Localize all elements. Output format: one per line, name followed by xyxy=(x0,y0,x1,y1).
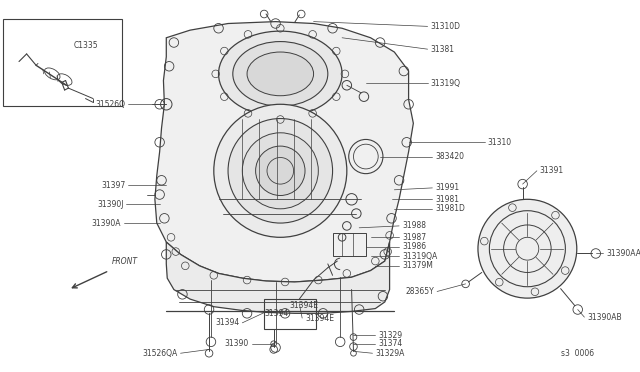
Ellipse shape xyxy=(214,104,347,237)
Bar xyxy=(3,19,122,106)
Text: 31390AA: 31390AA xyxy=(606,249,640,258)
Text: 31981D: 31981D xyxy=(435,204,465,213)
Ellipse shape xyxy=(243,133,318,209)
Text: 31390AB: 31390AB xyxy=(588,312,622,322)
Text: 31390J: 31390J xyxy=(97,199,124,209)
Text: 383420: 383420 xyxy=(435,152,464,161)
Ellipse shape xyxy=(233,42,328,106)
Bar xyxy=(264,299,316,330)
Text: 31390: 31390 xyxy=(225,339,249,348)
Text: 31991: 31991 xyxy=(435,183,460,192)
Text: FRONT: FRONT xyxy=(112,257,138,266)
Ellipse shape xyxy=(255,146,305,196)
Ellipse shape xyxy=(228,119,333,223)
Text: 31391: 31391 xyxy=(540,166,564,175)
Text: 31986: 31986 xyxy=(402,242,426,251)
Text: 31390A: 31390A xyxy=(91,219,121,228)
Text: 31981: 31981 xyxy=(435,195,460,204)
Text: 31310: 31310 xyxy=(488,138,511,147)
Bar xyxy=(333,232,366,256)
Text: 31374: 31374 xyxy=(378,339,403,348)
Text: 31319QA: 31319QA xyxy=(402,252,437,261)
Text: 31329: 31329 xyxy=(378,331,403,340)
Text: 31394E: 31394E xyxy=(305,314,334,323)
Text: 31319Q: 31319Q xyxy=(431,79,460,88)
Text: 31526QA: 31526QA xyxy=(143,349,178,358)
Text: 31381: 31381 xyxy=(431,45,454,54)
Text: 31526Q: 31526Q xyxy=(95,100,125,109)
Text: 28365Y: 28365Y xyxy=(406,287,435,296)
Text: 31310D: 31310D xyxy=(431,22,460,31)
Text: 31394: 31394 xyxy=(264,309,289,318)
Text: 31988: 31988 xyxy=(402,221,426,230)
Text: 31329A: 31329A xyxy=(375,349,404,358)
Ellipse shape xyxy=(218,31,342,117)
Polygon shape xyxy=(166,242,390,313)
Text: 31397: 31397 xyxy=(101,180,125,190)
Text: 31394: 31394 xyxy=(215,318,239,327)
Circle shape xyxy=(478,199,577,298)
Text: 31379M: 31379M xyxy=(402,261,433,270)
Text: 31394E: 31394E xyxy=(290,301,319,310)
Text: 31987: 31987 xyxy=(402,233,426,242)
Text: C1335: C1335 xyxy=(74,41,99,50)
Ellipse shape xyxy=(247,52,314,96)
Text: s3  0006: s3 0006 xyxy=(561,349,594,358)
Polygon shape xyxy=(155,22,413,282)
